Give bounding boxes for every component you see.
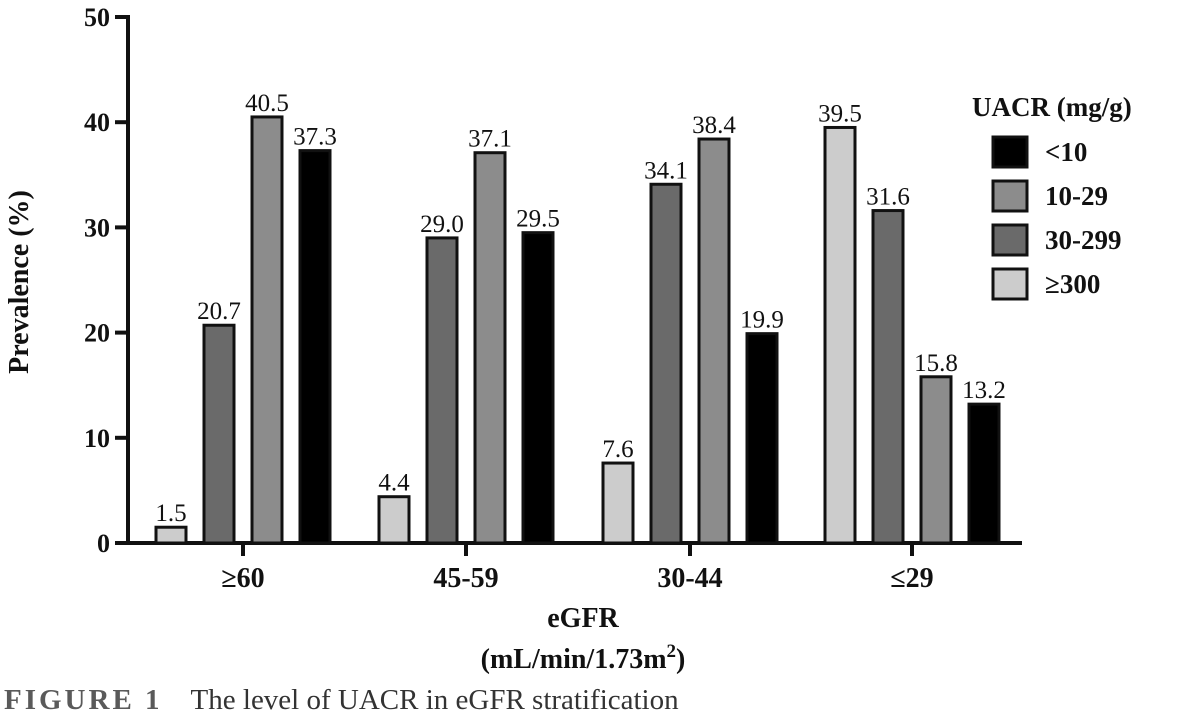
- bar: [473, 151, 507, 545]
- bar: [649, 182, 683, 545]
- y-tick-label: 10: [84, 424, 110, 453]
- data-label: 39.5: [818, 100, 862, 127]
- bar: [377, 495, 411, 545]
- legend: UACR (mg/g) <10 10-29 30-299 ≥300: [972, 92, 1132, 301]
- bar: [823, 125, 857, 545]
- bar: [521, 231, 555, 545]
- x-axis-title-close: ): [676, 644, 685, 675]
- data-label: 29.5: [516, 206, 560, 233]
- x-axis-title-line1: eGFR: [547, 603, 619, 634]
- x-tick-label: 45-59: [433, 563, 498, 594]
- data-label: 40.5: [245, 90, 289, 117]
- bar: [697, 137, 731, 545]
- x-axis-title-main: (mL/min/1.73m: [481, 644, 667, 675]
- y-axis-title: Prevalence (%): [4, 190, 35, 374]
- data-label: 15.8: [914, 350, 958, 377]
- legend-label: 10-29: [1045, 181, 1108, 211]
- x-tick-label: ≤29: [890, 563, 933, 594]
- data-label: 1.5: [155, 500, 186, 527]
- data-label: 31.6: [866, 184, 910, 211]
- legend-label: <10: [1045, 137, 1087, 167]
- data-label: 37.1: [468, 126, 512, 153]
- bar: [871, 209, 905, 545]
- figure-caption: FIGURE 1 The level of UACR in eGFR strati…: [4, 684, 679, 722]
- legend-label: 30-299: [1045, 225, 1122, 255]
- bar: [425, 236, 459, 545]
- data-label: 13.2: [962, 377, 1006, 404]
- bars: 1.5 20.7 40.537.3 4.4 29.0 37.1 29.5 7.6 34.138.…: [154, 90, 1006, 545]
- data-label: 4.4: [378, 470, 410, 497]
- bar: [919, 375, 953, 545]
- legend-swatch: [991, 135, 1029, 169]
- legend-swatch: [991, 179, 1029, 213]
- y-tick-label: 20: [84, 319, 110, 348]
- legend-label: ≥300: [1045, 269, 1100, 299]
- x-tick-label: 30-44: [657, 563, 722, 594]
- x-axis-title-superscript: 2: [667, 641, 677, 662]
- bar: [202, 323, 236, 545]
- bar: [745, 332, 779, 545]
- data-label: 38.4: [692, 112, 736, 139]
- figure-number: FIGURE 1: [4, 684, 163, 716]
- y-tick-label: 50: [84, 3, 110, 32]
- data-label: 20.7: [197, 298, 241, 325]
- data-label: 37.3: [293, 124, 337, 151]
- data-label: 19.9: [740, 307, 784, 334]
- figure-caption-text: The level of UACR in eGFR stratification: [190, 684, 679, 716]
- bar: [601, 461, 635, 545]
- y-tick-label: 30: [84, 213, 110, 242]
- bar: [250, 115, 284, 545]
- legend-swatch: [991, 267, 1029, 301]
- bar: [967, 402, 1001, 545]
- legend-swatch: [991, 223, 1029, 257]
- data-label: 34.1: [644, 157, 688, 184]
- data-label: 29.0: [420, 211, 464, 238]
- y-tick-label: 40: [84, 108, 110, 137]
- data-label: 7.6: [602, 436, 633, 463]
- bar: [298, 149, 332, 545]
- x-tick-label: ≥60: [221, 563, 264, 594]
- legend-title: UACR (mg/g): [972, 92, 1132, 122]
- x-axis-title-line2: (mL/min/1.73m2): [481, 641, 686, 675]
- bar: [154, 525, 188, 545]
- y-tick-label: 0: [97, 529, 110, 558]
